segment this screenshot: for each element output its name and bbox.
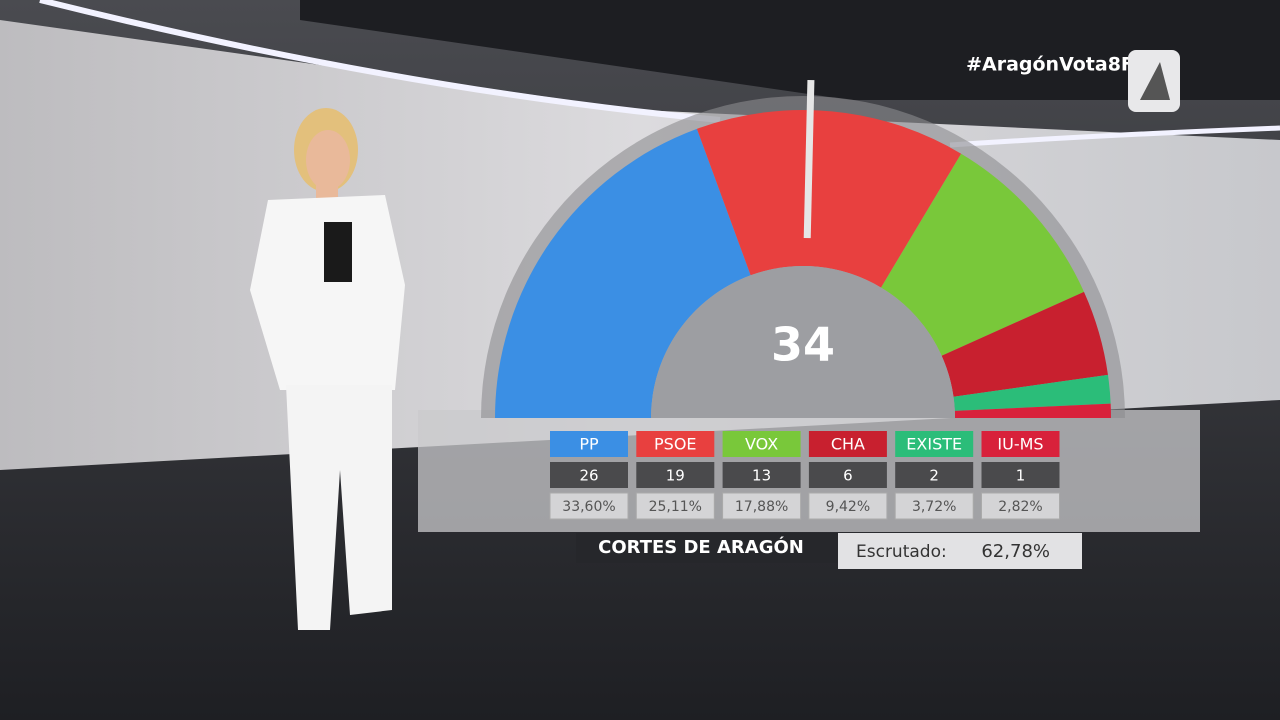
- seat-cell: [981, 462, 1060, 488]
- seat-count: 1: [1016, 467, 1026, 485]
- seat-cell: [636, 462, 715, 488]
- share-cell: [722, 492, 802, 520]
- seat-count: 26: [579, 467, 598, 485]
- party-name: PP: [579, 435, 599, 454]
- counted-label: Escrutado:: [856, 542, 947, 562]
- party-name: PSOE: [654, 435, 697, 454]
- party-header: [722, 431, 801, 457]
- presenter: [250, 108, 405, 630]
- seat-arc: [941, 291, 1108, 397]
- vote-share: 9,42%: [826, 499, 870, 515]
- majority-label: 34: [771, 318, 835, 372]
- light-strip: [949, 125, 1280, 148]
- share-cell: [808, 492, 888, 520]
- party-header: [550, 431, 628, 457]
- party-header: [895, 431, 974, 457]
- seat-arc: [495, 128, 751, 418]
- party-header: [981, 431, 1060, 457]
- party-name: CHA: [831, 435, 865, 454]
- seat-arc: [696, 110, 962, 288]
- seat-count: 2: [929, 467, 939, 485]
- vote-share: 17,88%: [735, 499, 788, 515]
- seat-cell: [808, 462, 887, 488]
- majority-line: [803, 80, 815, 239]
- seat-arc: [881, 153, 1084, 356]
- share-cell: [894, 492, 974, 520]
- seat-count: 6: [843, 467, 853, 485]
- seat-count: 13: [752, 467, 771, 485]
- chart: 34 PP 26 33,60% PSOE 19 25,11% VOX 13 17,88% CHA 6 9…: [481, 80, 1125, 569]
- channel-logo: [1128, 50, 1180, 112]
- title-box: [576, 533, 838, 563]
- vote-share: 33,60%: [562, 499, 615, 515]
- seat-arc: [954, 403, 1111, 418]
- vote-share: 25,11%: [649, 499, 702, 515]
- inner-hole: [651, 266, 955, 418]
- party-name: EXISTE: [906, 435, 962, 454]
- seat-cell: [722, 462, 801, 488]
- share-cell: [981, 492, 1060, 520]
- share-cell: [549, 492, 629, 520]
- hashtag: #AragónVota8F: [966, 54, 1134, 76]
- party-name: IU-MS: [997, 435, 1043, 454]
- light-strip: [39, 0, 721, 123]
- counted-box: [838, 533, 1082, 569]
- seat-arc: [953, 374, 1111, 411]
- seat-cell: [895, 462, 974, 488]
- counted-value: 62,78%: [981, 541, 1050, 562]
- seat-cell: [550, 462, 628, 488]
- vote-share: 2,82%: [998, 499, 1042, 515]
- party-name: VOX: [745, 435, 778, 454]
- vote-share: 3,72%: [912, 499, 956, 515]
- ceiling: [300, 0, 1280, 100]
- share-cell: [635, 492, 715, 520]
- seat-count: 19: [666, 467, 685, 485]
- chart-title: CORTES DE ARAGÓN: [598, 536, 804, 558]
- party-header: [636, 431, 715, 457]
- party-header: [808, 431, 887, 457]
